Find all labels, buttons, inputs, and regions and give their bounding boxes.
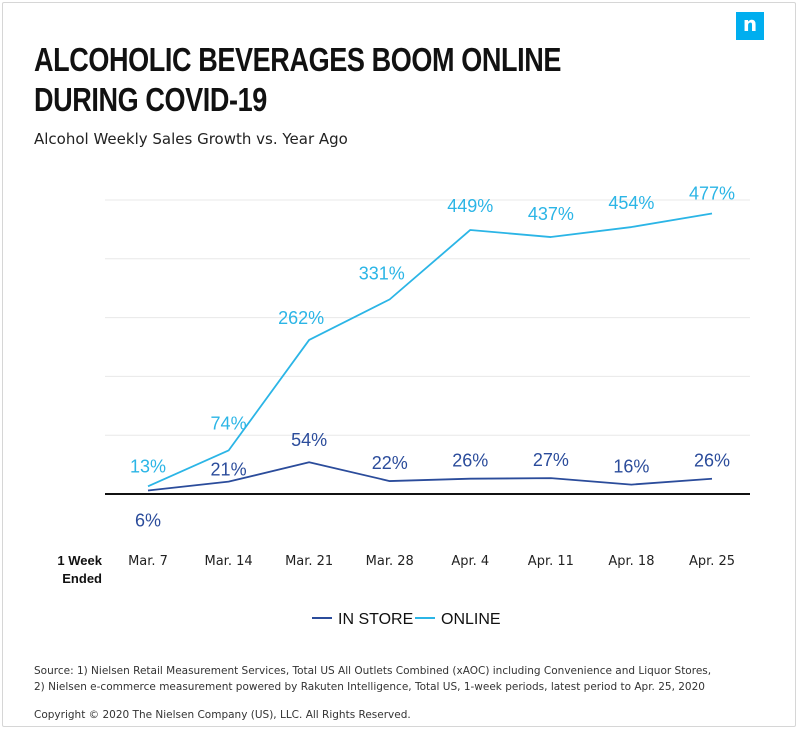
source-note: Source: 1) Nielsen Retail Measurement Se… bbox=[34, 663, 711, 695]
data-label-online: 449% bbox=[447, 196, 493, 216]
data-label-online: 262% bbox=[278, 308, 324, 328]
data-label-online: 477% bbox=[689, 184, 735, 204]
chart-title-line-2: DURING COVID-19 bbox=[34, 81, 267, 118]
x-axis-title-line-1: 1 Week bbox=[57, 553, 102, 568]
data-label-online: 74% bbox=[211, 413, 247, 433]
x-tick-label: Apr. 11 bbox=[528, 554, 574, 569]
data-label-in-store: 26% bbox=[452, 451, 488, 471]
chart-subtitle: Alcohol Weekly Sales Growth vs. Year Ago bbox=[34, 130, 348, 148]
data-label-in-store: 22% bbox=[372, 453, 408, 473]
chart-title: ALCOHOLIC BEVERAGES BOOM ONLINE DURING C… bbox=[34, 40, 561, 120]
x-axis-title-line-2: Ended bbox=[62, 571, 102, 586]
x-tick-label: Mar. 21 bbox=[285, 554, 333, 569]
copyright-notice: Copyright © 2020 The Nielsen Company (US… bbox=[34, 709, 411, 721]
x-tick-label: Apr. 25 bbox=[689, 554, 735, 569]
data-label-in-store: 27% bbox=[533, 450, 569, 470]
series-line-online bbox=[147, 212, 713, 488]
x-tick-label: Mar. 7 bbox=[128, 554, 168, 569]
chart-title-line-1: ALCOHOLIC BEVERAGES BOOM ONLINE bbox=[34, 41, 562, 78]
legend-in-store-label: IN STORE bbox=[338, 611, 413, 628]
data-label-online: 331% bbox=[359, 263, 405, 283]
x-tick-label: Mar. 14 bbox=[205, 554, 253, 569]
x-axis-title: 1 Week Ended bbox=[40, 552, 102, 588]
data-label-in-store: 21% bbox=[211, 460, 247, 480]
data-label-in-store: 6% bbox=[135, 510, 161, 530]
source-line-1: Source: 1) Nielsen Retail Measurement Se… bbox=[34, 665, 712, 677]
data-label-in-store: 26% bbox=[694, 451, 730, 471]
data-label-online: 437% bbox=[528, 204, 574, 224]
data-label-in-store: 16% bbox=[613, 457, 649, 477]
nielsen-logo-icon: n bbox=[736, 12, 764, 40]
x-tick-label: Mar. 28 bbox=[366, 554, 414, 569]
data-label-online: 13% bbox=[130, 456, 166, 476]
series-line-in-store bbox=[147, 461, 713, 492]
legend-online-label: ONLINE bbox=[441, 611, 501, 628]
data-label-in-store: 54% bbox=[291, 430, 327, 450]
source-line-2: 2) Nielsen e-commerce measurement powere… bbox=[34, 681, 705, 693]
x-tick-label: Apr. 18 bbox=[608, 554, 654, 569]
data-label-online: 454% bbox=[608, 193, 654, 213]
x-tick-label: Apr. 4 bbox=[451, 554, 489, 569]
